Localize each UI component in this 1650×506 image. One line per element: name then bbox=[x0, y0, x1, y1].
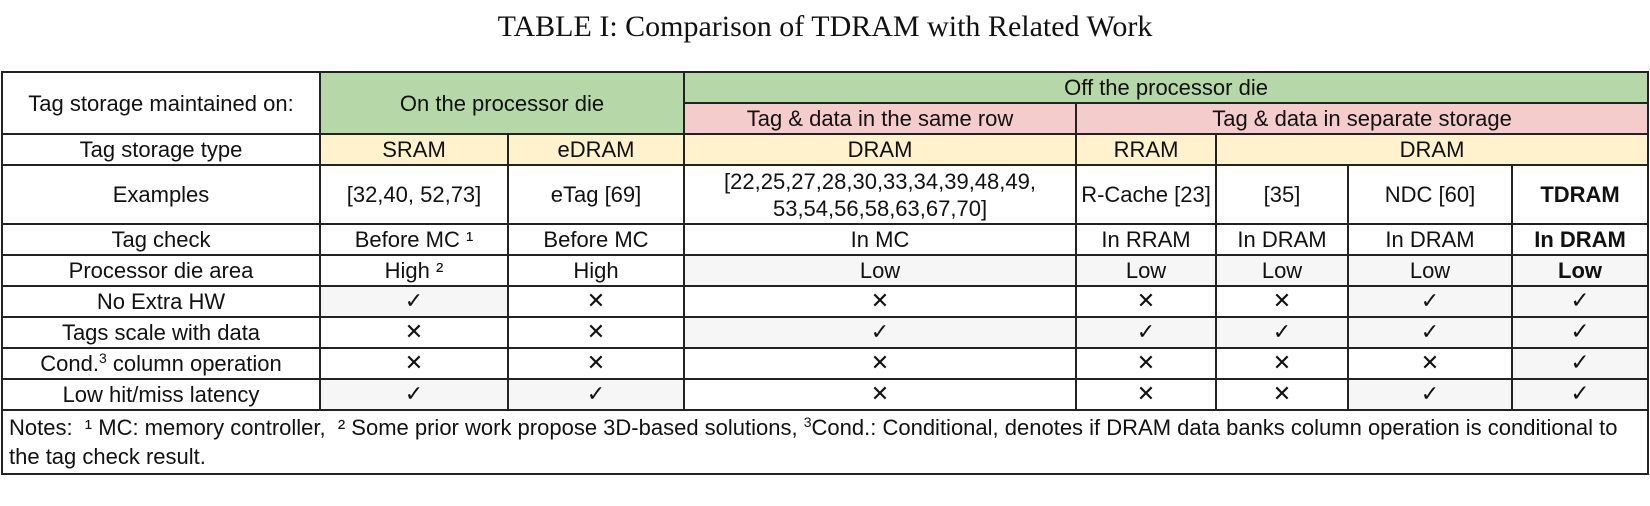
check-icon: ✓ bbox=[1075, 316, 1218, 349]
separate-storage-header: Tag & data in separate storage bbox=[1075, 102, 1650, 135]
table-row: Tags scale with data ✕ ✕ ✓ ✓ ✓ ✓ ✓ bbox=[1, 316, 1650, 349]
row-label: Tag storage type bbox=[1, 133, 321, 166]
table-cell: In RRAM bbox=[1075, 223, 1218, 256]
row-label: Processor die area bbox=[1, 254, 321, 287]
comparison-table: Tag storage maintained on: On the proces… bbox=[0, 71, 1650, 475]
table-cell: NDC [60] bbox=[1347, 164, 1514, 225]
row-label: Tag check bbox=[1, 223, 321, 256]
table-row: Examples [32,40, 52,73] eTag [69] [22,25… bbox=[1, 164, 1650, 225]
table-cell: Low bbox=[1215, 254, 1350, 287]
check-icon: ✓ bbox=[1511, 316, 1650, 349]
cross-icon: ✕ bbox=[1075, 285, 1218, 318]
row-label: Cond.3 column operation bbox=[1, 347, 321, 380]
row-label: Examples bbox=[1, 164, 321, 225]
check-icon: ✓ bbox=[1347, 378, 1514, 411]
table-cell: [22,25,27,28,30,33,34,39,48,49, 53,54,56… bbox=[683, 164, 1078, 225]
cross-icon: ✕ bbox=[1347, 347, 1514, 380]
table-cell: In DRAM bbox=[1347, 223, 1514, 256]
check-icon: ✓ bbox=[319, 378, 509, 411]
check-icon: ✓ bbox=[506, 378, 686, 411]
table-cell: [32,40, 52,73] bbox=[319, 164, 509, 225]
row-label-suffix: column operation bbox=[106, 351, 282, 376]
cross-icon: ✕ bbox=[319, 347, 509, 380]
off-die-header: Off the processor die bbox=[683, 71, 1650, 104]
table-cell: High ² bbox=[319, 254, 509, 287]
table-row: Tag storage maintained on: On the proces… bbox=[1, 71, 1650, 135]
table-cell: In DRAM bbox=[1511, 223, 1650, 256]
table-cell: Before MC ¹ bbox=[319, 223, 509, 256]
check-icon: ✓ bbox=[1511, 347, 1650, 380]
on-die-header: On the processor die bbox=[318, 71, 686, 135]
table-cell: Before MC bbox=[506, 223, 686, 256]
same-row-header: Tag & data in the same row bbox=[683, 102, 1078, 135]
table-cell: Low bbox=[1075, 254, 1218, 287]
table-cell: TDRAM bbox=[1511, 164, 1650, 225]
table-row: Notes: ¹ MC: memory controller, ² Some p… bbox=[0, 409, 1650, 475]
table-caption: TABLE I: Comparison of TDRAM with Relate… bbox=[497, 10, 1153, 43]
cross-icon: ✕ bbox=[1215, 347, 1350, 380]
cross-icon: ✕ bbox=[683, 347, 1078, 380]
check-icon: ✓ bbox=[683, 316, 1078, 349]
table-row: Tag check Before MC ¹ Before MC In MC In… bbox=[1, 223, 1650, 256]
row-label: Low hit/miss latency bbox=[1, 378, 321, 411]
cross-icon: ✕ bbox=[1075, 347, 1218, 380]
table-row: Processor die area High ² High Low Low L… bbox=[1, 254, 1650, 287]
table-cell: In DRAM bbox=[1215, 223, 1350, 256]
cross-icon: ✕ bbox=[506, 285, 686, 318]
cross-icon: ✕ bbox=[319, 316, 509, 349]
row-label: No Extra HW bbox=[1, 285, 321, 318]
table-cell: Low bbox=[1347, 254, 1514, 287]
check-icon: ✓ bbox=[1215, 316, 1350, 349]
check-icon: ✓ bbox=[1511, 378, 1650, 411]
storage-location-label: Tag storage maintained on: bbox=[1, 71, 321, 135]
table-cell: eTag [69] bbox=[506, 164, 686, 225]
cross-icon: ✕ bbox=[1215, 285, 1350, 318]
type-dram-separate: DRAM bbox=[1215, 133, 1650, 166]
type-dram-same-row: DRAM bbox=[683, 133, 1078, 166]
table-row: Low hit/miss latency ✓ ✓ ✕ ✕ ✕ ✓ ✓ bbox=[1, 378, 1650, 411]
table-cell: High bbox=[506, 254, 686, 287]
type-sram: SRAM bbox=[319, 133, 509, 166]
type-rram: RRAM bbox=[1075, 133, 1218, 166]
table-cell: R-Cache [23] bbox=[1075, 164, 1218, 225]
cross-icon: ✕ bbox=[506, 316, 686, 349]
notes-text-cont: Cond.: Conditional, denotes if DRAM data… bbox=[9, 415, 1618, 469]
table-row: Tag storage type SRAM eDRAM DRAM RRAM DR… bbox=[1, 133, 1650, 166]
row-label-prefix: Cond. bbox=[40, 351, 100, 376]
table-notes: Notes: ¹ MC: memory controller, ² Some p… bbox=[0, 409, 1650, 475]
check-icon: ✓ bbox=[1511, 285, 1650, 318]
cross-icon: ✕ bbox=[1075, 378, 1218, 411]
cross-icon: ✕ bbox=[1215, 378, 1350, 411]
footnote-marker: 3 bbox=[99, 350, 107, 366]
cross-icon: ✕ bbox=[683, 378, 1078, 411]
check-icon: ✓ bbox=[1347, 316, 1514, 349]
table-row: Cond.3 column operation ✕ ✕ ✕ ✕ ✕ ✕ ✓ bbox=[1, 347, 1650, 380]
table-cell: In MC bbox=[683, 223, 1078, 256]
table-cell: Low bbox=[683, 254, 1078, 287]
table-row: No Extra HW ✓ ✕ ✕ ✕ ✕ ✓ ✓ bbox=[1, 285, 1650, 318]
cross-icon: ✕ bbox=[683, 285, 1078, 318]
table-row: Tag & data in the same row Tag & data in… bbox=[2, 102, 1650, 135]
type-edram: eDRAM bbox=[506, 133, 686, 166]
footnote-marker: 3 bbox=[803, 414, 812, 430]
check-icon: ✓ bbox=[1347, 285, 1514, 318]
table-cell: [35] bbox=[1215, 164, 1350, 225]
table-cell: Low bbox=[1511, 254, 1650, 287]
cross-icon: ✕ bbox=[506, 347, 686, 380]
row-label: Tags scale with data bbox=[1, 316, 321, 349]
check-icon: ✓ bbox=[319, 285, 509, 318]
notes-text: Notes: ¹ MC: memory controller, ² Some p… bbox=[9, 415, 804, 440]
